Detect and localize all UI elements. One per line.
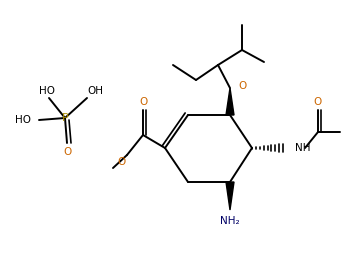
Polygon shape: [226, 88, 234, 115]
Text: O: O: [117, 157, 125, 167]
Text: P: P: [62, 113, 69, 123]
Text: O: O: [314, 97, 322, 107]
Text: O: O: [64, 147, 72, 157]
Text: O: O: [139, 97, 147, 107]
Polygon shape: [226, 182, 234, 210]
Text: NH₂: NH₂: [220, 216, 240, 226]
Text: O: O: [238, 81, 246, 91]
Text: HO: HO: [15, 115, 31, 125]
Text: HO: HO: [39, 86, 55, 96]
Text: NH: NH: [295, 143, 311, 153]
Text: OH: OH: [87, 86, 103, 96]
